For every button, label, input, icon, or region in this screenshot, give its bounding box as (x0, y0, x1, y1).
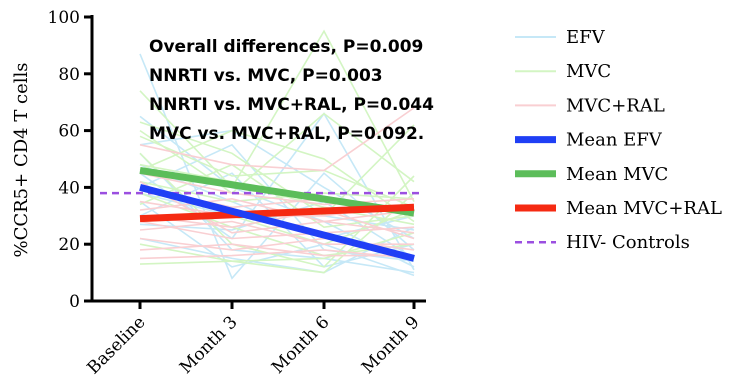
y-tick-label-100: 100 (48, 8, 80, 28)
individual-line-mvc-3 (139, 135, 415, 209)
x-tick-label-1: Baseline (84, 312, 150, 378)
individual-line-mvc-ral-1 (139, 107, 415, 172)
legend-label-mvc-ral: MVC+RAL (566, 95, 665, 116)
individual-line-mvc-ral-7 (139, 220, 415, 240)
y-tick-label-60: 60 (58, 122, 80, 142)
annotation-2: NNRTI vs. MVC, P=0.003 (149, 66, 383, 86)
series-line-mean-efv (139, 184, 415, 262)
individual-line-mvc-8 (139, 163, 415, 229)
individual-line-mvc-10 (139, 192, 415, 274)
individual-line-mvc-6 (139, 180, 415, 203)
legend: EFV MVC MVC+RAL Mean EFV Mean MVC Mean MVC+RA… (515, 27, 722, 253)
annotation-1: Overall differences, P=0.009 (149, 37, 423, 57)
y-tick-label-40: 40 (58, 178, 80, 198)
individual-line-mvc-1 (139, 29, 415, 202)
legend-label-mvc: MVC (566, 61, 611, 82)
individual-line-mvc-12 (139, 112, 415, 195)
y-tick-label-80: 80 (58, 65, 80, 85)
series-line-mean-mvc-ral (139, 203, 415, 223)
legend-label-mean-mvc-ral: Mean MVC+RAL (566, 198, 722, 219)
y-tick-label-0: 0 (69, 292, 80, 312)
x-tick-label-4: Month 9 (358, 312, 423, 377)
mean-lines (100, 166, 422, 262)
legend-label-mean-mvc: Mean MVC (566, 164, 668, 185)
x-tick-label-3: Month 6 (268, 312, 333, 377)
individual-line-mvc-ral-2 (139, 172, 415, 206)
x-tick-label-2: Month 3 (176, 312, 241, 377)
legend-label-hiv-controls: HIV- Controls (566, 232, 690, 253)
individual-line-mvc-ral-6 (139, 209, 415, 240)
annotation-3: NNRTI vs. MVC+RAL, P=0.044 (149, 95, 434, 115)
legend-label-efv: EFV (566, 27, 606, 48)
legend-label-mean-efv: Mean EFV (566, 130, 663, 151)
individual-line-efv-5 (139, 112, 415, 271)
annotation-4: MVC vs. MVC+RAL, P=0.092. (149, 124, 424, 144)
individual-line-mvc-ral-12 (139, 181, 415, 234)
y-tick-label-20: 20 (58, 235, 80, 255)
individual-line-mvc-ral-10 (139, 243, 414, 257)
y-axis-title: %CCR5+ CD4 T cells (11, 62, 32, 257)
individual-line-mvc-5 (139, 129, 415, 223)
annotations: Overall differences, P=0.009 NNRTI vs. MV… (149, 37, 434, 144)
individual-line-mvc-2 (139, 121, 415, 217)
individual-line-mvc-ral-11 (139, 249, 415, 260)
